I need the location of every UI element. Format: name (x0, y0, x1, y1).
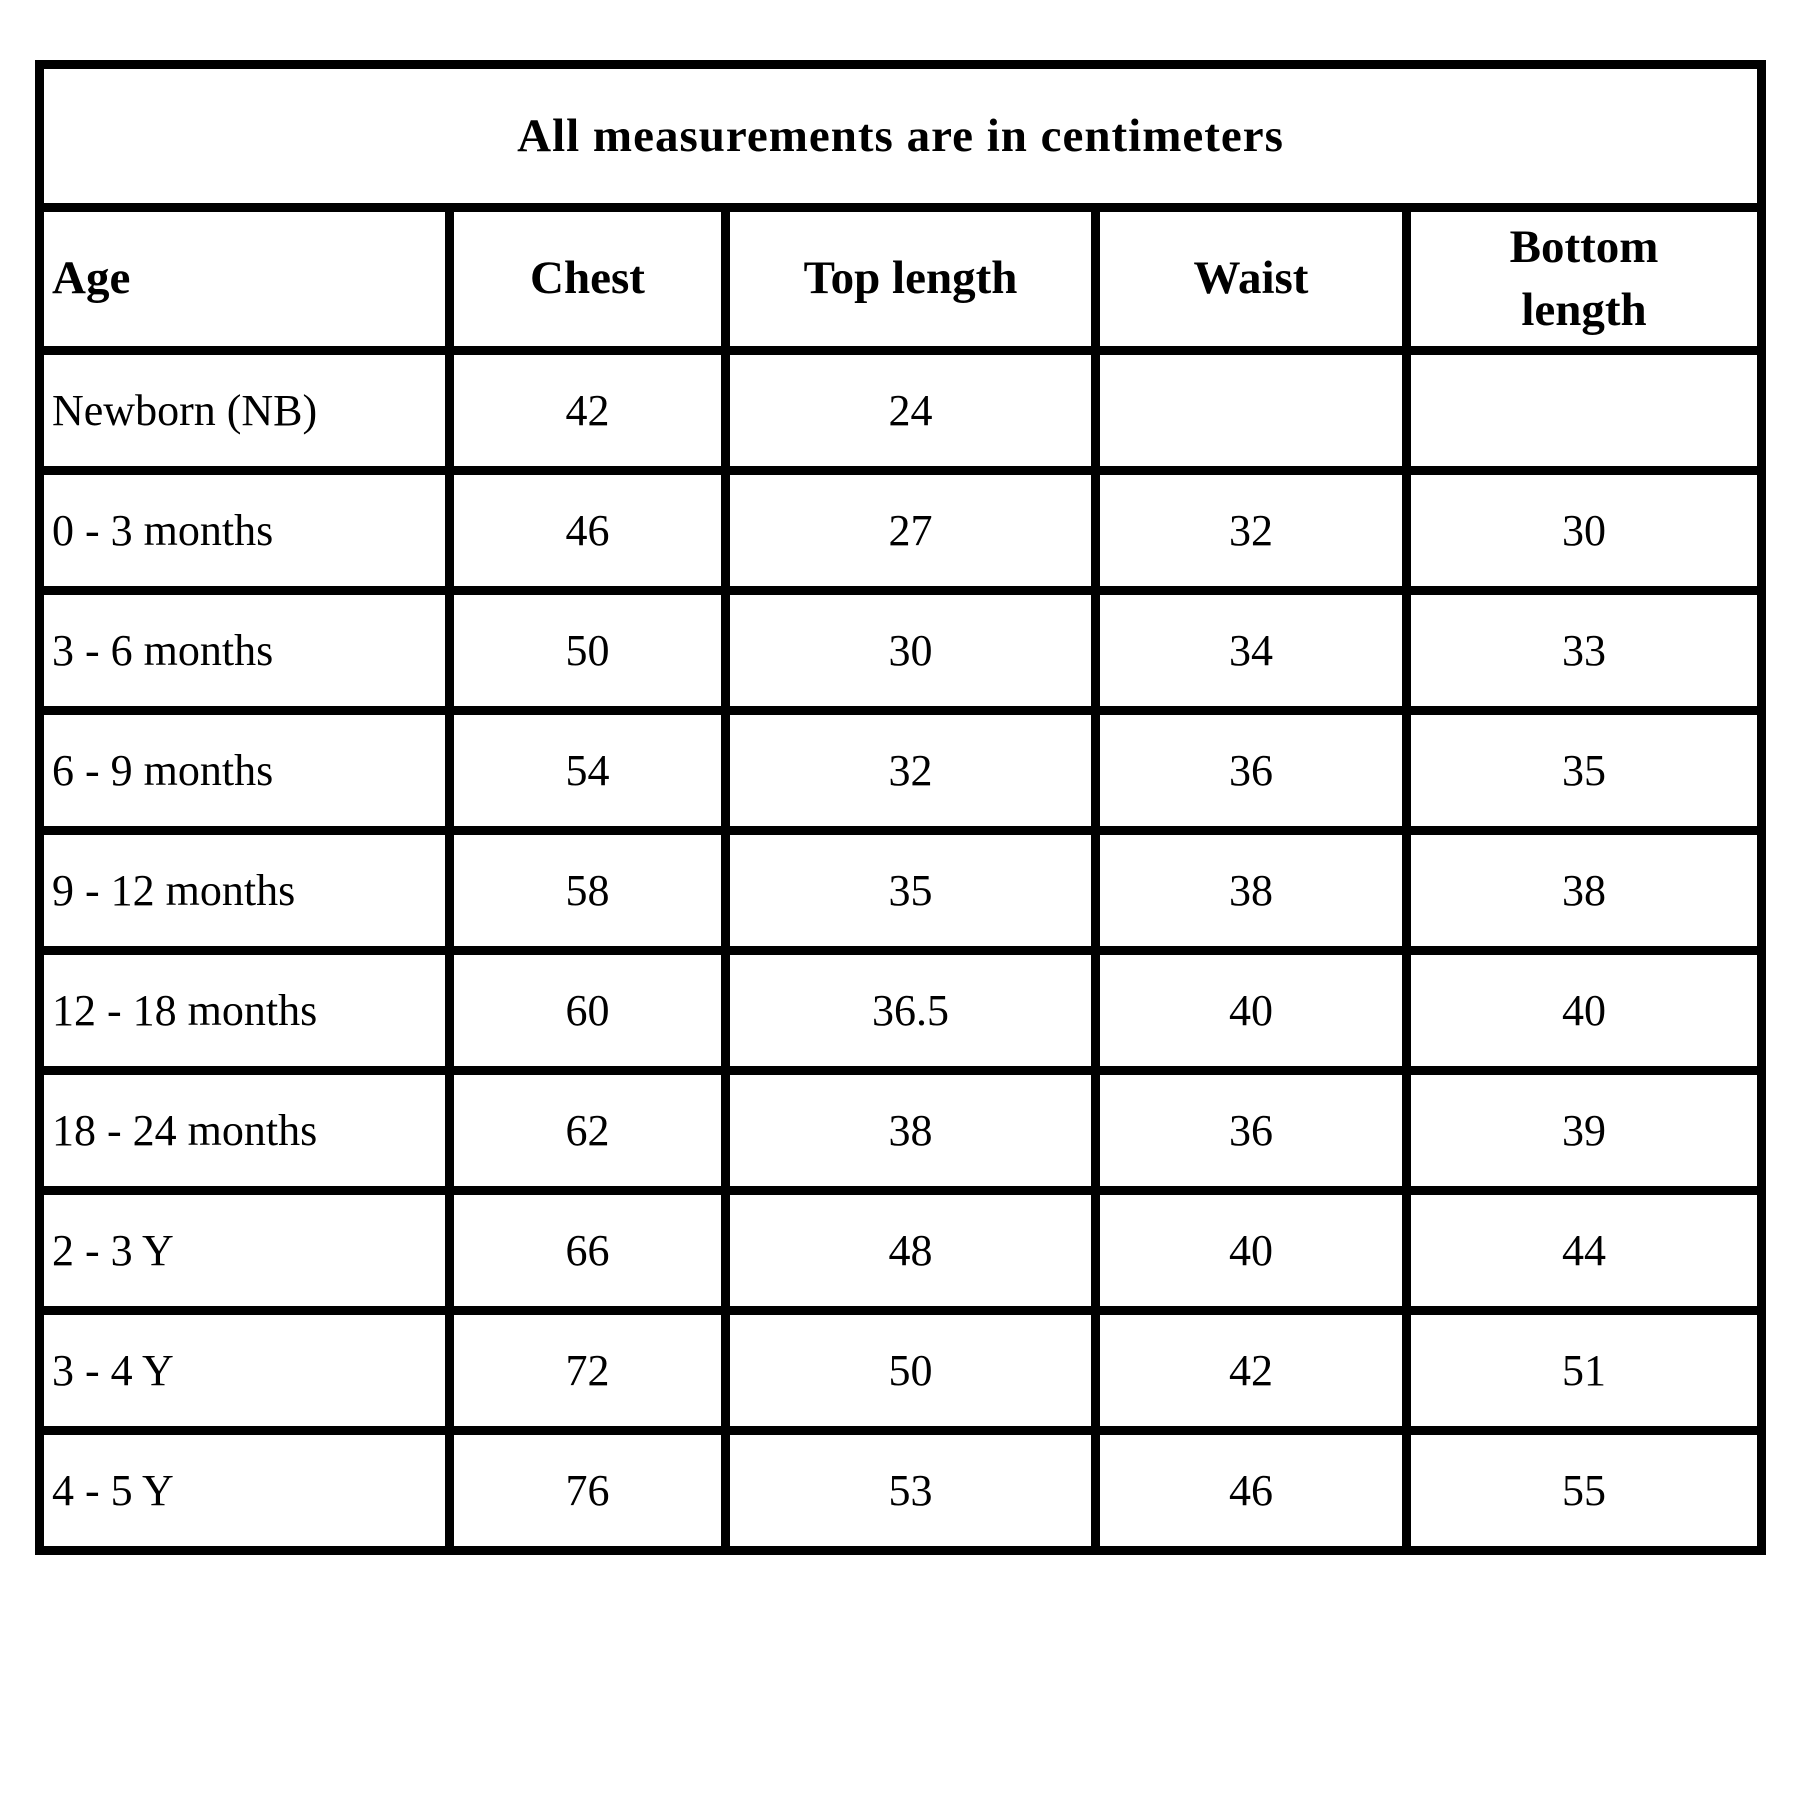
chest-cell: 66 (445, 1186, 730, 1315)
bottom-length-cell: 30 (1401, 466, 1767, 595)
table-row-12-18-months: 12 - 18 months 60 36.5 40 40 (35, 946, 1767, 1075)
chest-cell: 60 (445, 946, 730, 1075)
top-length-cell: 48 (721, 1186, 1100, 1315)
table-title: All measurements are in centimeters (34, 60, 1767, 212)
table-row-newborn: Newborn (NB) 42 24 (35, 346, 1767, 475)
table-row-3-4-y: 3 - 4 Y 72 50 42 51 (35, 1306, 1767, 1435)
age-cell: 18 - 24 months (35, 1066, 454, 1195)
column-header-top-length: Top length (721, 203, 1100, 355)
chest-cell: 50 (445, 586, 730, 715)
waist-cell (1091, 346, 1411, 475)
column-header-bottom-length: Bottom length (1401, 203, 1767, 355)
table-row-9-12-months: 9 - 12 months 58 35 38 38 (35, 826, 1767, 955)
table-row-18-24-months: 18 - 24 months 62 38 36 39 (35, 1066, 1767, 1195)
top-length-cell: 30 (721, 586, 1100, 715)
waist-cell: 42 (1091, 1306, 1411, 1435)
age-cell: 2 - 3 Y (35, 1186, 454, 1315)
bottom-length-cell (1401, 346, 1767, 475)
age-cell: 3 - 6 months (35, 586, 454, 715)
top-length-cell: 32 (721, 706, 1100, 835)
top-length-cell: 36.5 (721, 946, 1100, 1075)
column-header-waist: Waist (1091, 203, 1411, 355)
chest-cell: 76 (445, 1426, 730, 1555)
column-header-age: Age (35, 203, 454, 355)
chest-cell: 62 (445, 1066, 730, 1195)
age-cell: 3 - 4 Y (35, 1306, 454, 1435)
age-cell: 6 - 9 months (35, 706, 454, 835)
age-cell: 9 - 12 months (35, 826, 454, 955)
age-cell: Newborn (NB) (35, 346, 454, 475)
age-cell: 12 - 18 months (35, 946, 454, 1075)
chest-cell: 54 (445, 706, 730, 835)
column-header-chest: Chest (445, 203, 730, 355)
waist-cell: 40 (1091, 1186, 1411, 1315)
table-title-row: All measurements are in centimeters (34, 60, 1767, 212)
table-header-row: Age Chest Top length Waist Bottom length (35, 203, 1767, 355)
bottom-length-cell: 35 (1401, 706, 1767, 835)
bottom-length-cell: 44 (1401, 1186, 1767, 1315)
bottom-length-cell: 38 (1401, 826, 1767, 955)
age-cell: 4 - 5 Y (35, 1426, 454, 1555)
waist-cell: 40 (1091, 946, 1411, 1075)
bottom-length-cell: 51 (1401, 1306, 1767, 1435)
top-length-cell: 53 (721, 1426, 1100, 1555)
bottom-length-cell: 39 (1401, 1066, 1767, 1195)
top-length-cell: 35 (721, 826, 1100, 955)
bottom-length-cell: 40 (1401, 946, 1767, 1075)
table-row-6-9-months: 6 - 9 months 54 32 36 35 (35, 706, 1767, 835)
waist-cell: 34 (1091, 586, 1411, 715)
table-row-2-3-y: 2 - 3 Y 66 48 40 44 (35, 1186, 1767, 1315)
waist-cell: 36 (1091, 1066, 1411, 1195)
bottom-length-cell: 55 (1401, 1426, 1767, 1555)
top-length-cell: 27 (721, 466, 1100, 595)
waist-cell: 46 (1091, 1426, 1411, 1555)
chest-cell: 58 (445, 826, 730, 955)
top-length-cell: 24 (721, 346, 1100, 475)
top-length-cell: 50 (721, 1306, 1100, 1435)
waist-cell: 32 (1091, 466, 1411, 595)
table-row-0-3-months: 0 - 3 months 46 27 32 30 (35, 466, 1767, 595)
waist-cell: 38 (1091, 826, 1411, 955)
chest-cell: 46 (445, 466, 730, 595)
table-row-4-5-y: 4 - 5 Y 76 53 46 55 (35, 1426, 1767, 1555)
chest-cell: 72 (445, 1306, 730, 1435)
table-row-3-6-months: 3 - 6 months 50 30 34 33 (35, 586, 1767, 715)
age-cell: 0 - 3 months (35, 466, 454, 595)
waist-cell: 36 (1091, 706, 1411, 835)
bottom-length-cell: 33 (1401, 586, 1767, 715)
chest-cell: 42 (445, 346, 730, 475)
size-chart-table: All measurements are in centimeters Age … (34, 60, 1767, 1555)
top-length-cell: 38 (721, 1066, 1100, 1195)
